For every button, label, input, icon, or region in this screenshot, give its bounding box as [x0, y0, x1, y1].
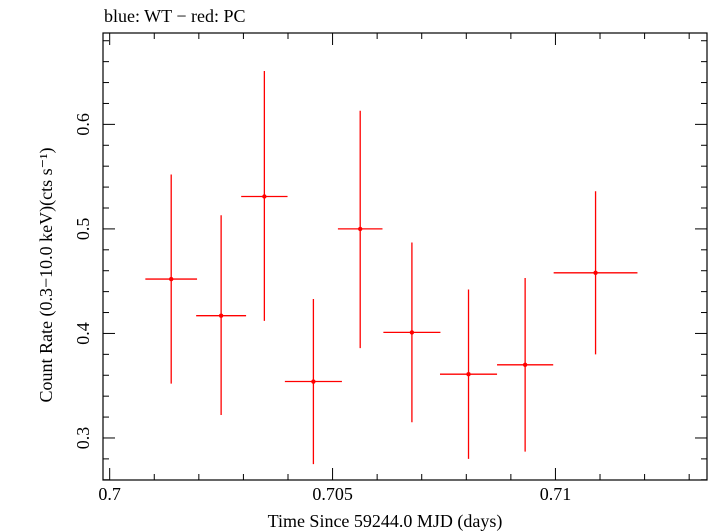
x-tick-label: 0.71 — [540, 484, 572, 504]
chart-title: blue: WT − red: PC — [104, 6, 245, 26]
x-axis-label: Time Since 59244.0 MJD (days) — [268, 511, 503, 532]
y-tick-label: 0.3 — [73, 427, 93, 450]
data-point — [218, 313, 224, 318]
data-point — [358, 226, 363, 232]
data-point — [262, 194, 267, 199]
x-tick-label: 0.7 — [98, 484, 121, 504]
data-point — [593, 270, 598, 276]
y-tick-label: 0.5 — [73, 218, 93, 241]
y-tick-label: 0.4 — [73, 322, 93, 345]
plot-frame — [102, 32, 708, 481]
x-tick-label: 0.705 — [312, 484, 353, 504]
data-point — [466, 372, 471, 377]
data-point — [169, 276, 174, 282]
data-point — [311, 379, 316, 384]
data-point — [522, 362, 528, 368]
y-axis-label: Count Rate (0.3−10.0 keV)(cts s⁻¹) — [36, 147, 57, 402]
data-point — [409, 330, 415, 335]
y-tick-label: 0.6 — [73, 113, 93, 136]
